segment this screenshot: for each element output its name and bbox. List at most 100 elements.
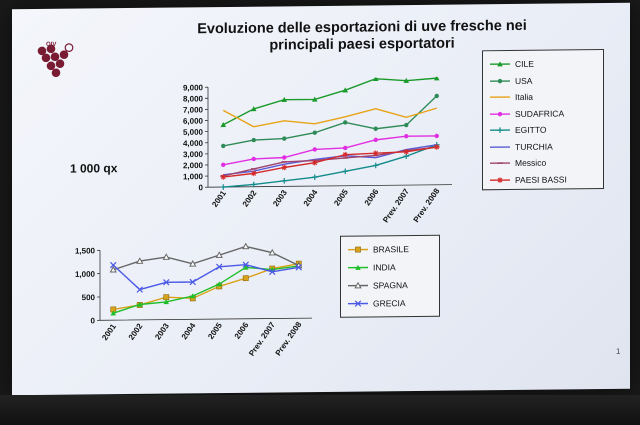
series-line-usa xyxy=(223,95,438,147)
data-point-cile xyxy=(250,106,257,112)
data-point-paesi-bassi xyxy=(281,164,288,171)
legend-item-cile: CILE xyxy=(489,57,534,71)
legend-swatch xyxy=(348,264,368,270)
data-point-usa xyxy=(282,136,287,141)
chart1-legend: CILE USA Italia SUDAFRICA EGITTO TURCHIA Messi… xyxy=(482,49,604,191)
legend-swatch xyxy=(348,246,368,253)
data-point-spagna xyxy=(162,253,170,260)
y-tick-label: 500 xyxy=(82,293,96,302)
legend-label: USA xyxy=(515,75,533,86)
legend-swatch xyxy=(490,78,510,83)
data-point-cile xyxy=(220,122,227,128)
y-tick-label: 5,000 xyxy=(183,128,204,137)
data-point-spagna xyxy=(215,251,223,258)
data-point-spagna xyxy=(136,257,144,264)
data-point-sudafrica xyxy=(373,137,378,143)
logo-text: OIV xyxy=(46,41,57,48)
y-tick-label: 1,000 xyxy=(183,172,204,181)
y-tick-label: 2,000 xyxy=(183,161,204,170)
y-tick-label: 4,000 xyxy=(183,139,204,148)
data-point-grecia xyxy=(110,261,117,269)
data-point-usa xyxy=(404,122,409,128)
page-number: 1 xyxy=(616,346,621,356)
data-point-egitto xyxy=(372,162,379,169)
legend-item-messico: Messico xyxy=(489,156,546,171)
x-tick-label: 2006 xyxy=(233,320,251,340)
x-tick-label: 2006 xyxy=(363,187,381,207)
series-sudafrica xyxy=(221,133,439,168)
legend-label: BRASILE xyxy=(373,244,409,255)
data-point-usa xyxy=(221,143,226,149)
y-tick-label: 7,000 xyxy=(183,105,204,114)
legend-marker xyxy=(355,246,361,253)
data-point-usa xyxy=(312,130,317,135)
legend-label: CILE xyxy=(515,58,534,69)
legend-swatch xyxy=(490,96,510,98)
other-exporters-line-chart: 0 500 1,000 1,500 2001 2002 2003 2004 2005 2006 Pr… xyxy=(75,242,312,358)
legend-marker xyxy=(354,281,362,289)
data-point-india xyxy=(216,281,223,287)
x-tick-label: Prev. 2008 xyxy=(412,186,442,224)
legend-marker xyxy=(497,78,503,83)
series-grecia xyxy=(110,261,302,293)
legend-label: SUDAFRICA xyxy=(515,107,565,119)
legend-marker xyxy=(497,127,503,133)
unit-label: 1 000 qx xyxy=(70,161,118,176)
data-point-usa xyxy=(434,93,439,99)
data-point-cile xyxy=(433,76,440,81)
data-point-cile xyxy=(281,96,288,102)
series-line-italia xyxy=(222,107,437,128)
legend-swatch xyxy=(490,162,510,164)
legend-label: Messico xyxy=(515,157,547,168)
series-line-paesi-bassi xyxy=(223,146,437,178)
x-tick-label: 2003 xyxy=(271,188,289,208)
room-floor xyxy=(0,395,640,425)
legend-swatch xyxy=(490,111,510,116)
series-italia xyxy=(222,107,437,128)
data-point-sudafrica xyxy=(343,145,348,151)
chart2-legend: BRASILE INDIA SPAGNA GRECIA xyxy=(340,234,440,318)
data-point-paesi-bassi xyxy=(250,170,257,177)
data-point-egitto xyxy=(220,184,227,190)
legend-item-sudafrica: SUDAFRICA xyxy=(489,106,564,121)
data-point-paesi-bassi xyxy=(342,151,349,158)
data-point-paesi-bassi xyxy=(372,150,379,157)
series-usa xyxy=(221,93,439,149)
series-line-grecia xyxy=(112,263,299,291)
data-point-sudafrica xyxy=(404,134,409,139)
data-point-india xyxy=(110,310,117,316)
legend-marker xyxy=(497,61,503,67)
data-point-cile xyxy=(403,77,410,83)
series-line-egitto xyxy=(223,144,437,188)
legend-swatch xyxy=(490,127,510,133)
legend-item-spagna: SPAGNA xyxy=(347,278,408,293)
legend-marker xyxy=(354,300,362,307)
legend-marker xyxy=(497,111,503,116)
x-tick-label: 2004 xyxy=(180,321,198,341)
series-india xyxy=(110,263,302,316)
y-tick-label: 9,000 xyxy=(183,83,204,92)
data-point-paesi-bassi xyxy=(433,144,440,150)
legend-label: SPAGNA xyxy=(373,280,408,291)
data-point-egitto xyxy=(250,181,257,188)
legend-swatch xyxy=(490,145,510,148)
data-point-sudafrica xyxy=(221,162,226,168)
data-point-spagna xyxy=(268,248,276,256)
legend-label: GRECIA xyxy=(373,298,406,309)
oiv-logo xyxy=(34,39,76,86)
data-point-grecia xyxy=(216,263,223,271)
x-tick-label: Prev. 2008 xyxy=(274,320,304,358)
x-tick-label: 2002 xyxy=(241,188,259,208)
data-point-sudafrica xyxy=(251,156,256,162)
data-point-sudafrica xyxy=(312,147,317,152)
data-point-paesi-bassi xyxy=(311,159,318,166)
legend-item-italia: Italia xyxy=(489,90,533,104)
data-point-spagna xyxy=(109,265,117,273)
data-point-spagna xyxy=(189,259,197,267)
legend-item-egitto: EGITTO xyxy=(489,123,547,138)
legend-item-india: INDIA xyxy=(347,260,396,275)
data-point-grecia xyxy=(295,264,302,271)
y-tick-label: 0 xyxy=(199,183,204,192)
legend-item-grecia: GRECIA xyxy=(347,296,406,311)
y-tick-label: 1,000 xyxy=(75,270,96,279)
